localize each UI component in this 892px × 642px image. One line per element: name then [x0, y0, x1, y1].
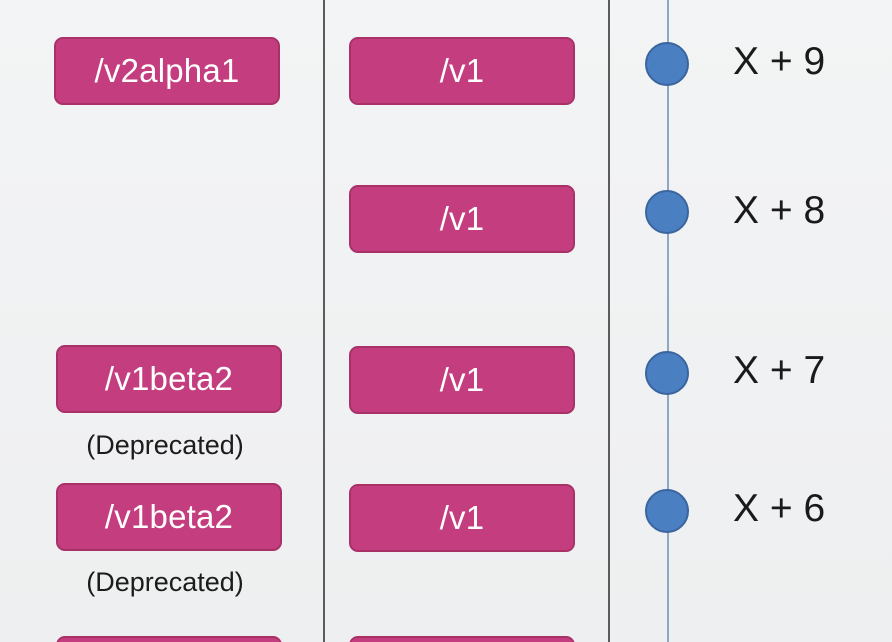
api-version-tag-v2alpha1: /v2alpha1 [54, 37, 280, 105]
api-version-tag-v1: /v1 [349, 484, 575, 552]
api-version-tag-partial [56, 636, 282, 642]
timeline-dot [645, 351, 689, 395]
api-version-tag-v1: /v1 [349, 37, 575, 105]
deprecated-note: (Deprecated) [86, 430, 244, 460]
timeline-dot [645, 489, 689, 533]
column-divider-left [323, 0, 325, 642]
column-divider-right [608, 0, 610, 642]
api-version-tag-partial [349, 636, 575, 642]
api-version-tag-v1beta2: /v1beta2 [56, 345, 282, 413]
timeline-dot [645, 190, 689, 234]
release-label: X + 6 [733, 487, 826, 530]
release-label: X + 7 [733, 349, 826, 392]
release-label: X + 9 [733, 40, 826, 83]
deprecated-note: (Deprecated) [86, 567, 244, 597]
timeline-dot [645, 42, 689, 86]
api-version-tag-v1: /v1 [349, 346, 575, 414]
api-version-tag-v1beta2: /v1beta2 [56, 483, 282, 551]
api-version-tag-v1: /v1 [349, 185, 575, 253]
timeline-line [667, 0, 669, 642]
release-label: X + 8 [733, 189, 826, 232]
